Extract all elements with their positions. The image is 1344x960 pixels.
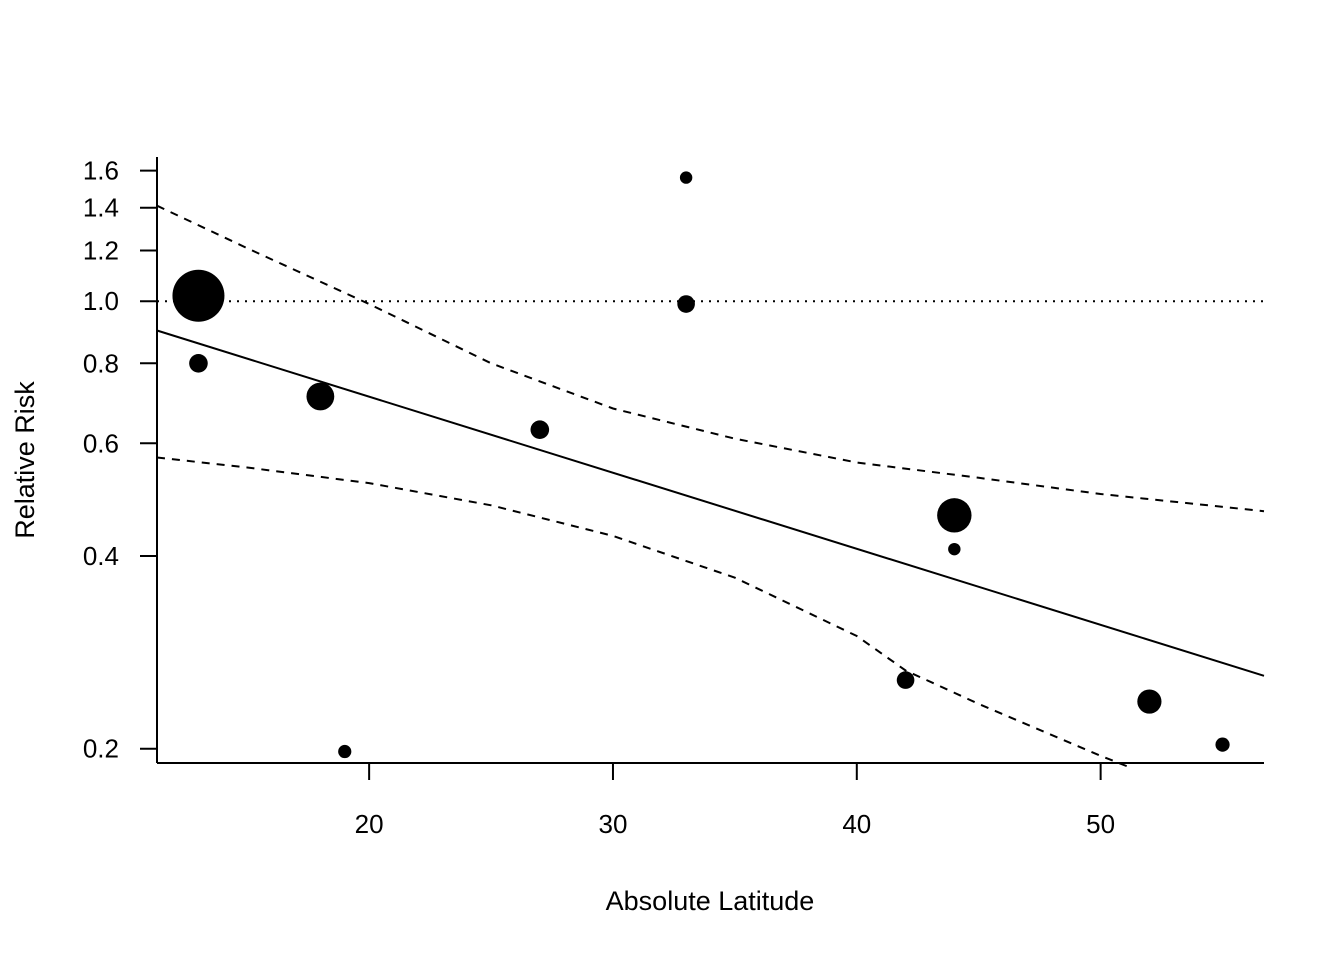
ci-upper-line xyxy=(156,204,1265,513)
y-tick-label: 1.6 xyxy=(83,156,119,186)
y-tick-label: 0.2 xyxy=(83,734,119,764)
data-point xyxy=(306,382,335,411)
y-ticks-group: 0.2 0.4 0.6 0.8 1.0 1.2 1.4 1.6 xyxy=(83,156,157,764)
points-group xyxy=(172,171,1230,759)
y-tick-label: 0.4 xyxy=(83,541,119,571)
data-point xyxy=(937,498,972,533)
x-axis-title: Absolute Latitude xyxy=(606,886,815,916)
y-tick-label: 0.6 xyxy=(83,428,119,458)
data-point xyxy=(1215,737,1230,752)
y-tick-label: 1.2 xyxy=(83,236,119,266)
data-point xyxy=(338,744,352,759)
x-tick-label: 50 xyxy=(1086,809,1115,839)
y-axis-title: Relative Risk xyxy=(10,381,40,539)
lines-group xyxy=(156,204,1265,769)
data-point xyxy=(189,353,208,373)
data-point xyxy=(1137,689,1162,714)
x-tick-label: 40 xyxy=(842,809,871,839)
data-point xyxy=(172,269,225,322)
y-tick-label: 1.0 xyxy=(83,286,119,316)
y-tick-label: 0.8 xyxy=(83,348,119,378)
y-tick-label: 1.4 xyxy=(83,193,119,223)
x-tick-label: 30 xyxy=(599,809,628,839)
data-point xyxy=(896,671,915,689)
data-point xyxy=(679,171,693,184)
data-point xyxy=(530,420,550,440)
axes-group: 0.2 0.4 0.6 0.8 1.0 1.2 1.4 1.6 20 30 40 50 xyxy=(83,156,1264,839)
data-point xyxy=(677,295,695,313)
x-tick-label: 20 xyxy=(355,809,384,839)
regression-line xyxy=(156,329,1265,677)
data-point xyxy=(948,542,961,556)
ci-lower-line xyxy=(156,456,1131,769)
x-ticks-group: 20 30 40 50 xyxy=(355,763,1115,839)
